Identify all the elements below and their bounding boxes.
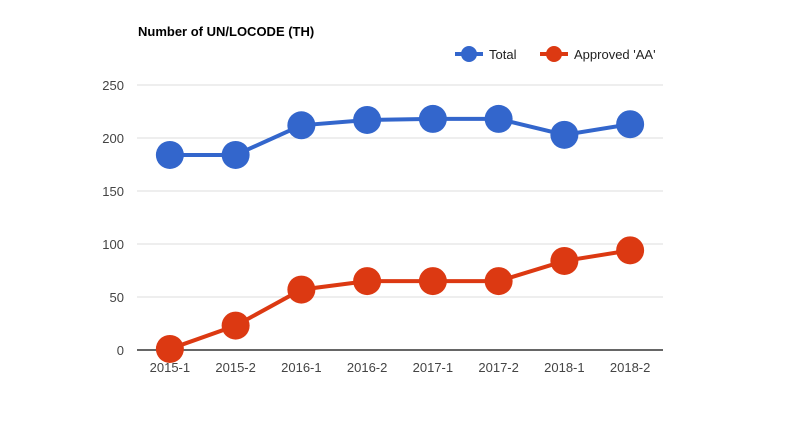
legend-item-1[interactable]: Approved 'AA'	[540, 46, 656, 62]
x-tick-label: 2015-2	[215, 360, 255, 375]
y-tick-label: 150	[102, 184, 124, 199]
data-point	[155, 334, 184, 363]
x-tick-label: 2015-1	[150, 360, 190, 375]
data-point	[418, 104, 447, 133]
legend-marker	[546, 46, 562, 62]
legend[interactable]: Total Approved 'AA'	[455, 46, 656, 62]
legend-label: Approved 'AA'	[574, 47, 656, 62]
y-tick-label: 0	[117, 343, 124, 358]
y-tick-label: 200	[102, 131, 124, 146]
data-point	[155, 140, 184, 169]
x-tick-label: 2016-1	[281, 360, 321, 375]
y-tick-label: 250	[102, 78, 124, 93]
x-tick-label: 2016-2	[347, 360, 387, 375]
data-point	[287, 275, 316, 304]
x-tick-label: 2018-2	[610, 360, 650, 375]
data-point	[616, 110, 645, 139]
data-point	[484, 104, 513, 133]
legend-label: Total	[489, 47, 517, 62]
gridlines	[137, 84, 663, 351]
x-tick-label: 2017-2	[478, 360, 518, 375]
legend-marker	[461, 46, 477, 62]
data-point	[616, 236, 645, 265]
y-tick-label: 100	[102, 237, 124, 252]
series-group	[155, 104, 645, 363]
data-point	[353, 105, 382, 134]
data-point	[221, 140, 250, 169]
y-tick-label: 50	[110, 290, 124, 305]
chart-title: Number of UN/LOCODE (TH)	[138, 24, 314, 39]
data-point	[484, 267, 513, 296]
x-axis-ticks: 2015-1 2015-2 2016-1 2016-2 2017-1 2017-2 2018…	[150, 360, 651, 375]
data-point	[418, 267, 447, 296]
data-point	[550, 246, 579, 275]
data-point	[353, 267, 382, 296]
data-point	[550, 120, 579, 149]
data-point	[221, 311, 250, 340]
data-point	[287, 111, 316, 140]
legend-item-0[interactable]: Total	[455, 46, 517, 62]
x-tick-label: 2017-1	[413, 360, 453, 375]
x-tick-label: 2018-1	[544, 360, 584, 375]
y-axis-ticks: 0 50 100 150 200 250	[102, 78, 124, 358]
